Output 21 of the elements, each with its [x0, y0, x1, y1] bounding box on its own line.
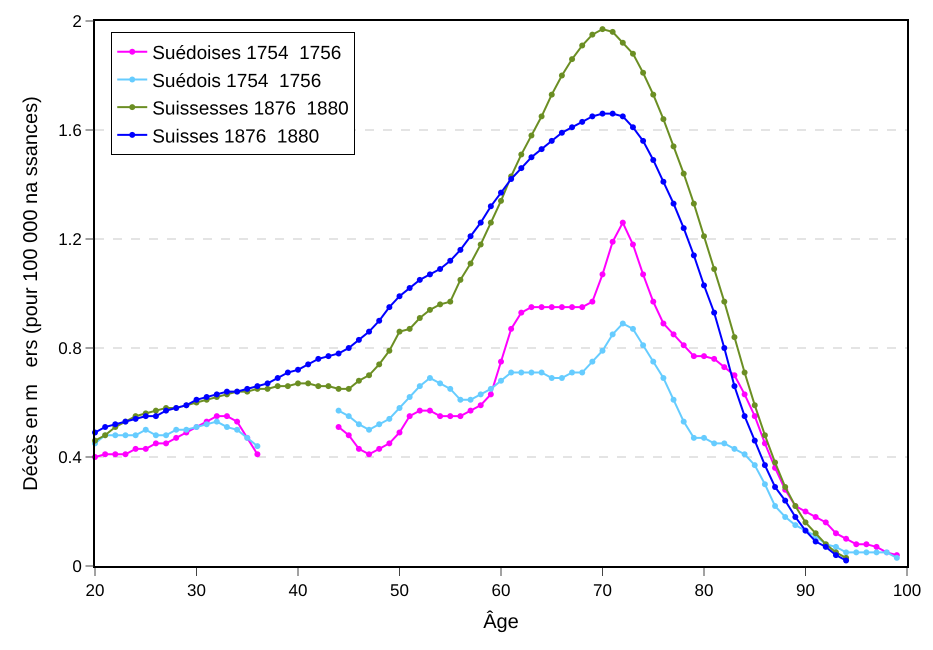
legend-label: Suédois 1754 1756: [152, 70, 322, 92]
x-tick-label: 30: [187, 581, 206, 600]
x-tick-label: 70: [593, 581, 612, 600]
x-axis-title: Âge: [483, 610, 519, 634]
y-tick-label: 0.8: [58, 338, 82, 358]
x-tick-label: 50: [390, 581, 409, 600]
x-tick-label: 20: [86, 581, 104, 600]
x-tick-label: 90: [796, 581, 815, 600]
y-axis-title: Décès en m ers (pour 100 000 na ssances): [20, 96, 42, 491]
legend-label: Suédoises 1754 1756: [152, 43, 342, 64]
legend-label: Suissesses 1876 1880: [152, 98, 349, 120]
x-tick-label: 60: [492, 581, 510, 600]
x-tick-label: 100: [892, 581, 922, 600]
y-tick-label: 1.6: [58, 120, 82, 140]
x-tick-label: 40: [288, 581, 308, 600]
x-tick-label: 80: [694, 581, 714, 600]
y-tick-label: 2: [72, 12, 82, 31]
y-tick-label: 0: [72, 556, 82, 576]
y-tick-label: 1.2: [58, 230, 82, 249]
legend-label: Suisses 1876 1880: [152, 126, 320, 148]
y-tick-label: 0.4: [58, 448, 82, 467]
